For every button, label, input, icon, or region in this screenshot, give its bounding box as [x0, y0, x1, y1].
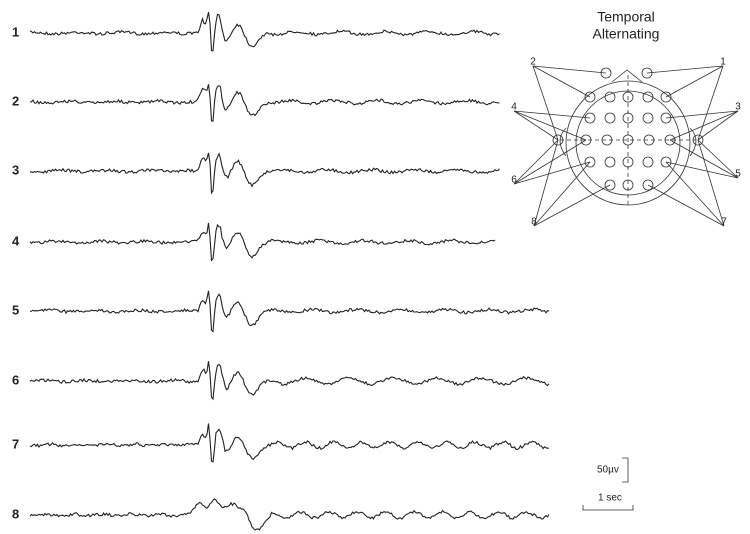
montage-line	[665, 65, 724, 98]
electrode	[584, 91, 596, 103]
channel-label: 6	[12, 372, 19, 387]
electrode	[643, 134, 655, 146]
eeg-trace	[29, 361, 550, 401]
channel-label: 4	[12, 233, 20, 248]
montage-label: 1	[720, 57, 726, 68]
electrode	[622, 156, 634, 168]
montage-line	[697, 110, 739, 141]
channel-label: 3	[12, 162, 19, 177]
montage-line	[513, 161, 591, 185]
electrode	[692, 134, 704, 146]
amplitude-bar	[622, 457, 629, 483]
electrode	[641, 67, 653, 79]
electrode	[642, 156, 654, 168]
electrode	[642, 179, 654, 191]
montage-line	[533, 161, 591, 227]
montage-label: 5	[735, 169, 741, 180]
montage-line	[513, 139, 587, 185]
head-diagram: Temporal Alternating 1 2 3 4 5 6 7 8	[511, 9, 741, 228]
eeg-trace	[29, 423, 550, 463]
electrode	[604, 112, 616, 124]
electrode	[642, 112, 654, 124]
montage-line	[532, 65, 591, 98]
montage-line	[533, 184, 611, 227]
electrode	[622, 134, 634, 146]
electrode	[584, 156, 596, 168]
electrode	[580, 134, 592, 146]
nose	[611, 69, 643, 83]
montage-title: Alternating	[593, 26, 660, 42]
montage-label: 6	[511, 175, 517, 186]
eeg-trace	[29, 152, 500, 195]
electrode	[622, 179, 634, 191]
montage-label: 3	[735, 102, 741, 113]
electrode	[660, 156, 672, 168]
montage-line	[697, 65, 724, 141]
montage-line	[647, 184, 725, 227]
montage-line	[646, 65, 724, 74]
montage-label: 8	[531, 217, 537, 228]
channel-label: 7	[12, 436, 19, 451]
electrode	[584, 112, 596, 124]
eeg-trace	[29, 222, 496, 262]
electrode	[664, 134, 676, 146]
channel-label: 1	[12, 24, 19, 39]
amplitude-scale: 50µv	[597, 465, 619, 476]
montage-line	[533, 139, 559, 227]
montage-line	[665, 161, 725, 227]
time-bar	[582, 505, 634, 511]
montage-line	[697, 139, 739, 179]
montage-label: 4	[511, 102, 517, 113]
electrode	[604, 179, 616, 191]
eeg-trace	[29, 11, 500, 52]
electrode	[600, 67, 612, 79]
montage-line	[513, 110, 559, 141]
electrode	[642, 91, 654, 103]
electrode	[552, 134, 564, 146]
time-scale: 1 sec	[598, 493, 622, 504]
montage-line	[513, 110, 591, 119]
electrode	[660, 91, 672, 103]
montage-line	[532, 65, 559, 141]
electrode	[604, 156, 616, 168]
electrode	[604, 91, 616, 103]
electrode	[601, 134, 613, 146]
traces: 1 2 3 4 5 6 7 8	[12, 11, 550, 531]
montage-line	[665, 110, 739, 119]
eeg-trace	[29, 498, 550, 531]
electrode	[622, 112, 634, 124]
montage-title: Temporal	[597, 9, 655, 25]
electrode	[660, 112, 672, 124]
channel-label: 5	[12, 302, 19, 317]
channel-label: 2	[12, 93, 19, 108]
scale-bars: 50µv 1 sec	[582, 457, 634, 511]
montage-line	[513, 110, 587, 141]
electrode	[622, 91, 634, 103]
eeg-trace	[29, 290, 550, 333]
ear-right	[689, 127, 697, 157]
montage-label: 2	[530, 57, 536, 68]
montage-line	[669, 110, 739, 141]
montage-line	[532, 65, 607, 74]
montage-line	[665, 161, 739, 179]
montage-line	[697, 139, 725, 227]
eeg-trace	[29, 84, 500, 122]
montage-line	[513, 139, 559, 185]
channel-label: 8	[12, 506, 19, 521]
montage-label: 7	[721, 217, 727, 228]
